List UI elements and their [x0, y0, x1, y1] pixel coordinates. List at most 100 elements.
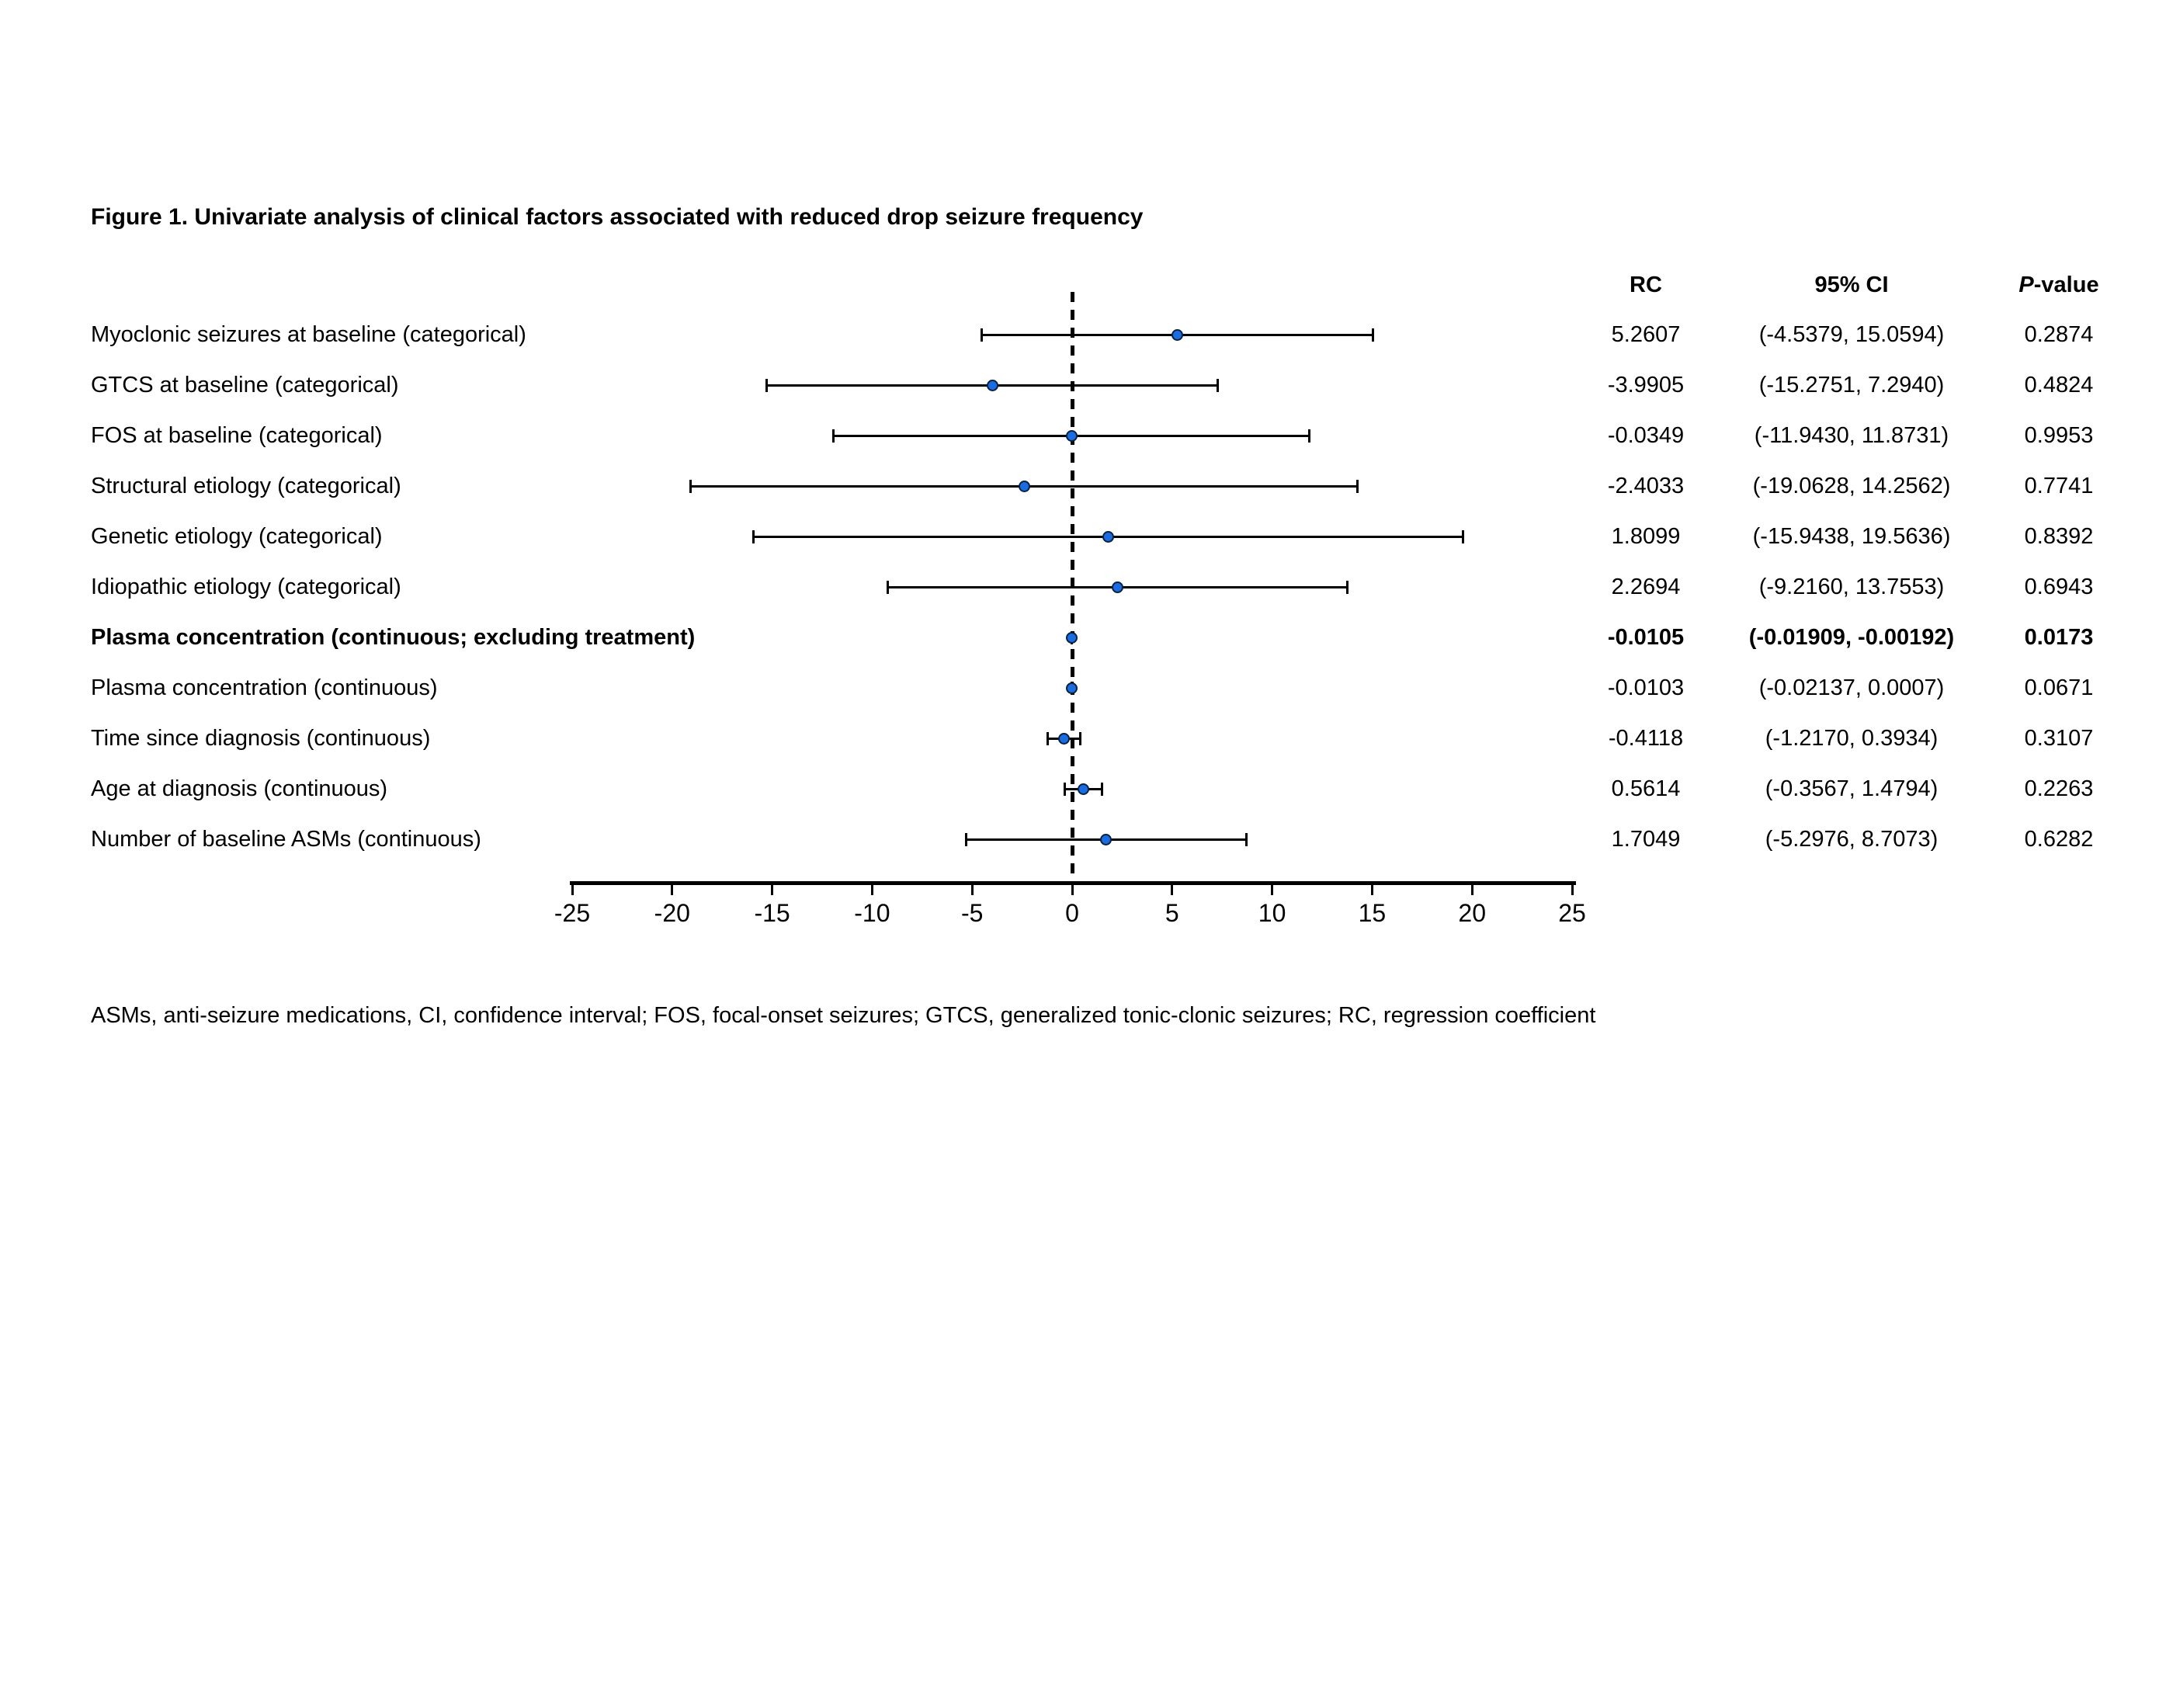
pvalue-value: 0.2874 — [2024, 322, 2094, 347]
x-axis-tick-label: -20 — [654, 899, 690, 927]
pvalue-value: 0.0671 — [2024, 675, 2094, 700]
ci-cap-low — [689, 480, 692, 493]
point-estimate-marker — [1057, 732, 1070, 745]
row-label: Number of baseline ASMs (continuous) — [91, 827, 481, 852]
ci-value: (-0.02137, 0.0007) — [1758, 675, 1945, 700]
abbreviations-footnote: ASMs, anti-seizure medications, CI, conf… — [91, 1003, 1596, 1028]
x-axis-tick — [870, 882, 873, 895]
x-axis-tick-label: -15 — [754, 899, 790, 927]
ci-value: (-1.2170, 0.3934) — [1765, 726, 1939, 751]
x-axis-tick-label: 0 — [1065, 899, 1079, 927]
rc-value: 1.7049 — [1611, 827, 1681, 852]
rc-value: -0.0105 — [1607, 625, 1685, 650]
point-estimate-marker — [1111, 581, 1123, 593]
ci-value: (-9.2160, 13.7553) — [1758, 575, 1945, 599]
x-axis-tick-label: -10 — [854, 899, 890, 927]
ci-cap-low — [1064, 783, 1067, 796]
ci-cap-low — [751, 530, 755, 543]
pvalue-value: 0.6282 — [2024, 827, 2094, 852]
rc-value: 2.2694 — [1611, 575, 1681, 599]
x-axis-tick — [1470, 882, 1473, 895]
ci-value: (-4.5379, 15.0594) — [1758, 322, 1945, 347]
pvalue-value: 0.7741 — [2024, 474, 2094, 498]
point-estimate-marker — [986, 379, 998, 391]
ci-cap-high — [1100, 783, 1103, 796]
column-header-rc: RC — [1630, 273, 1662, 297]
pvalue-value: 0.4824 — [2024, 373, 2094, 397]
ci-cap-high — [1078, 732, 1081, 745]
ci-cap-high — [1217, 379, 1220, 392]
x-axis-tick-label: 20 — [1458, 899, 1486, 927]
row-label: Time since diagnosis (continuous) — [91, 726, 431, 751]
point-estimate-marker — [1077, 783, 1089, 795]
pvalue-value: 0.0173 — [2024, 625, 2094, 650]
rc-value: 0.5614 — [1611, 776, 1681, 801]
x-axis-tick — [671, 882, 674, 895]
ci-value: (-0.01909, -0.00192) — [1748, 625, 1955, 650]
x-axis-tick-label: 15 — [1358, 899, 1387, 927]
ci-value: (-5.2976, 8.7073) — [1765, 827, 1939, 852]
point-estimate-marker — [1102, 530, 1115, 543]
row-label: Age at diagnosis (continuous) — [91, 776, 388, 801]
rc-value: -0.0103 — [1607, 675, 1685, 700]
x-axis-tick-label: -25 — [554, 899, 591, 927]
ci-cap-low — [765, 379, 768, 392]
ci-cap-high — [1244, 833, 1248, 846]
zero-reference-line — [1070, 292, 1074, 883]
row-label: Idiopathic etiology (categorical) — [91, 575, 401, 599]
x-axis-tick — [970, 882, 974, 895]
pvalue-value: 0.9953 — [2024, 423, 2094, 448]
point-estimate-marker — [1066, 631, 1078, 644]
row-label: Plasma concentration (continuous; exclud… — [91, 625, 696, 650]
column-header-pvalue: P-value — [2018, 271, 2098, 299]
rc-value: 1.8099 — [1611, 524, 1681, 549]
ci-value: (-19.0628, 14.2562) — [1752, 474, 1951, 498]
ci-cap-low — [887, 581, 890, 594]
row-label: Structural etiology (categorical) — [91, 474, 401, 498]
pvalue-header-rest: -value — [2033, 273, 2099, 297]
rc-value: 5.2607 — [1611, 322, 1681, 347]
rc-value: -0.0349 — [1607, 423, 1685, 448]
rc-value: -0.4118 — [1608, 726, 1684, 751]
pvalue-value: 0.2263 — [2024, 776, 2094, 801]
row-label: FOS at baseline (categorical) — [91, 423, 383, 448]
rc-value: -3.9905 — [1607, 373, 1685, 397]
row-label: GTCS at baseline (categorical) — [91, 373, 399, 397]
point-estimate-marker — [1065, 429, 1078, 442]
x-axis-tick — [1171, 882, 1174, 895]
ci-value: (-15.9438, 19.5636) — [1752, 524, 1951, 549]
x-axis-tick-label: -5 — [960, 899, 984, 927]
pvalue-value: 0.8392 — [2024, 524, 2094, 549]
ci-value: (-0.3567, 1.4794) — [1765, 776, 1939, 801]
ci-cap-high — [1308, 429, 1311, 443]
point-estimate-marker — [1171, 328, 1184, 341]
pvalue-header-italic-p: P — [2018, 273, 2034, 297]
point-estimate-marker — [1066, 682, 1078, 694]
x-axis-tick-label: 25 — [1558, 899, 1586, 927]
x-axis-tick — [1071, 882, 1074, 895]
ci-cap-high — [1345, 581, 1349, 594]
x-axis-tick — [571, 882, 574, 895]
x-axis-tick-label: 5 — [1165, 899, 1179, 927]
ci-cap-low — [1047, 732, 1050, 745]
x-axis-tick — [771, 882, 774, 895]
ci-cap-high — [1372, 328, 1375, 342]
ci-value: (-15.2751, 7.2940) — [1758, 373, 1945, 397]
point-estimate-marker — [1100, 833, 1112, 845]
point-estimate-marker — [1018, 480, 1030, 492]
row-label: Myoclonic seizures at baseline (categori… — [91, 322, 526, 347]
column-header-ci: 95% CI — [1814, 273, 1889, 297]
x-axis-tick — [1571, 882, 1574, 895]
ci-cap-high — [1355, 480, 1359, 493]
row-label: Genetic etiology (categorical) — [91, 524, 383, 549]
ci-cap-low — [965, 833, 968, 846]
ci-value: (-11.9430, 11.8731) — [1754, 423, 1949, 448]
x-axis-tick — [1370, 882, 1373, 895]
row-label: Plasma concentration (continuous) — [91, 675, 438, 700]
x-axis-tick — [1271, 882, 1274, 895]
pvalue-value: 0.6943 — [2024, 575, 2094, 599]
figure-title: Figure 1. Univariate analysis of clinica… — [91, 204, 1144, 230]
ci-cap-low — [831, 429, 835, 443]
ci-cap-low — [980, 328, 983, 342]
